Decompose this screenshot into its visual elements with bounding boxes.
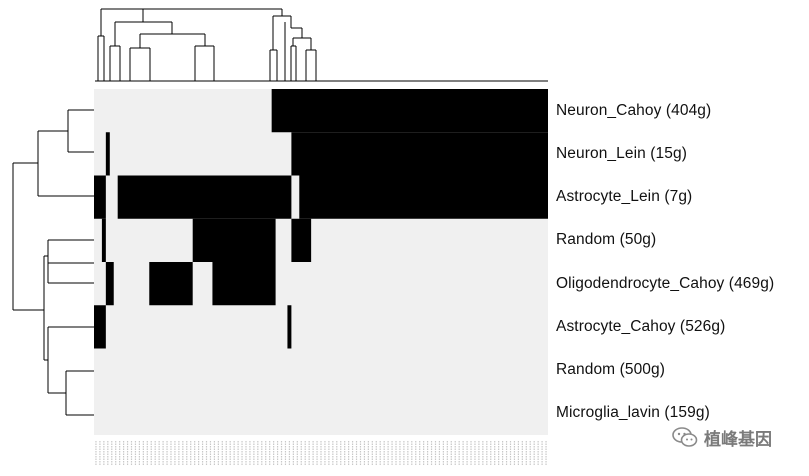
heatmap-cell-block xyxy=(105,262,114,306)
heatmap-cell-block xyxy=(94,305,106,349)
heatmap-cell-block xyxy=(105,132,110,176)
heatmap-cell-block xyxy=(271,89,548,133)
heatmap-cell-block xyxy=(101,218,106,262)
wechat-icon xyxy=(672,427,698,447)
heatmap-cell-block xyxy=(117,175,292,219)
heatmap-cell-block xyxy=(287,305,292,349)
heatmap-cell-block xyxy=(291,132,548,176)
row-label: Random (500g) xyxy=(556,361,665,379)
heatmap-cell-block xyxy=(212,262,276,306)
watermark: 植峰基因 xyxy=(672,424,772,450)
row-label: Oligodendrocyte_Cahoy (469g) xyxy=(556,274,775,292)
heatmap-cell-block xyxy=(94,175,106,219)
heatmap-cell-block xyxy=(192,218,276,262)
watermark-text: 植峰基因 xyxy=(704,429,772,449)
row-label: Neuron_Cahoy (404g) xyxy=(556,101,712,119)
row-label: Astrocyte_Cahoy (526g) xyxy=(556,317,726,335)
heatmap-cell-block xyxy=(291,218,312,262)
row-label: Random (50g) xyxy=(556,231,657,249)
heatmap-cell-block xyxy=(299,175,548,219)
row-label: Astrocyte_Lein (7g) xyxy=(556,188,693,206)
row-label: Neuron_Lein (15g) xyxy=(556,144,687,162)
heatmap-cell-block xyxy=(149,262,193,306)
row-label: Microglia_lavin (159g) xyxy=(556,404,710,422)
